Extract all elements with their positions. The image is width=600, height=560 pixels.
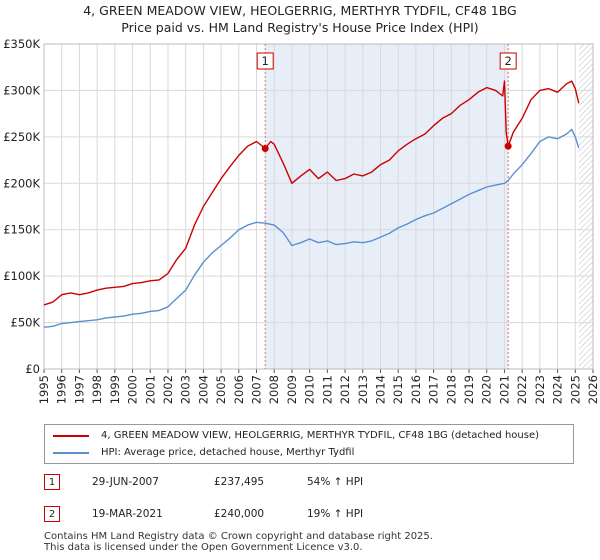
chart-subtitle: Price paid vs. HM Land Registry's House …: [121, 20, 478, 35]
annotation-label: 2: [505, 54, 512, 68]
x-tick-label: 2012: [338, 375, 352, 404]
legend-label-property: 4, GREEN MEADOW VIEW, HEOLGERRIG, MERTHY…: [101, 430, 540, 441]
annotation-label: 1: [262, 54, 269, 68]
footer-licence: This data is licensed under the Open Gov…: [44, 542, 363, 553]
sale-date: 19-MAR-2021: [92, 508, 163, 520]
legend: 4, GREEN MEADOW VIEW, HEOLGERRIG, MERTHY…: [44, 424, 574, 464]
y-tick-label: £200K: [3, 176, 40, 190]
footer-copyright: Contains HM Land Registry data © Crown c…: [44, 531, 433, 542]
x-tick-label: 2006: [232, 375, 246, 404]
legend-item-property: 4, GREEN MEADOW VIEW, HEOLGERRIG, MERTHY…: [53, 430, 539, 441]
sale-hpi-change: 19% ↑ HPI: [307, 508, 364, 520]
x-tick-label: 2023: [533, 375, 547, 404]
sale-badge: 1: [44, 474, 60, 490]
x-tick-label: 2011: [320, 375, 334, 404]
sale-price: £237,495: [214, 476, 265, 488]
legend-swatch-hpi: [53, 451, 89, 454]
x-tick-label: 2026: [586, 375, 600, 404]
y-tick-label: £150K: [3, 223, 40, 237]
x-tick-label: 2013: [356, 375, 370, 404]
x-tick-label: 2022: [515, 375, 529, 404]
x-tick-label: 2017: [427, 375, 441, 404]
annotation-box: [499, 52, 517, 70]
y-tick-label: £300K: [3, 83, 40, 97]
legend-label-hpi: HPI: Average price, detached house, Mert…: [101, 447, 355, 458]
chart-title: 4, GREEN MEADOW VIEW, HEOLGERRIG, MERTHY…: [83, 3, 517, 18]
footer: Contains HM Land Registry data © Crown c…: [44, 531, 433, 553]
legend-item-hpi: HPI: Average price, detached house, Mert…: [53, 447, 354, 458]
legend-swatch-property: [53, 434, 89, 437]
sale-point: [261, 144, 269, 152]
y-tick-label: £50K: [11, 316, 41, 330]
sale-badge: 2: [44, 506, 60, 522]
ownership-shading: [265, 44, 509, 369]
property-price-line: [43, 80, 580, 306]
x-tick-label: 2008: [267, 375, 281, 404]
x-tick-label: 1996: [55, 375, 69, 404]
x-tick-label: 2001: [143, 375, 157, 404]
x-tick-label: 1997: [72, 375, 86, 404]
annotation-box: [256, 52, 274, 70]
sale-price: £240,000: [214, 508, 265, 520]
sale-row: 1 29-JUN-2007 £237,495 54% ↑ HPI: [44, 474, 444, 494]
x-tick-label: 2018: [444, 375, 458, 404]
x-tick-label: 2019: [462, 375, 476, 404]
y-tick-label: £100K: [3, 269, 40, 283]
x-tick-label: 2020: [480, 375, 494, 404]
sale-hpi-change: 54% ↑ HPI: [307, 476, 364, 488]
x-tick-label: 2002: [161, 375, 175, 404]
future-hatch: [578, 44, 593, 369]
y-tick-label: £350K: [3, 37, 40, 51]
x-tick-label: 2004: [196, 375, 210, 404]
x-tick-label: 2005: [214, 375, 228, 404]
x-tick-label: 2000: [126, 375, 140, 404]
x-tick-label: 2014: [373, 375, 387, 404]
x-tick-label: 1999: [108, 375, 122, 404]
sale-date: 29-JUN-2007: [92, 476, 159, 488]
x-tick-label: 2007: [250, 375, 264, 404]
x-tick-label: 1998: [90, 375, 104, 404]
hpi-line: [43, 128, 580, 328]
x-tick-label: 2015: [391, 375, 405, 404]
x-tick-label: 2021: [497, 375, 511, 404]
x-tick-label: 2024: [551, 375, 565, 404]
price-chart: 4, GREEN MEADOW VIEW, HEOLGERRIG, MERTHY…: [3, 3, 600, 404]
x-tick-label: 2003: [179, 375, 193, 404]
x-tick-label: 2010: [303, 375, 317, 404]
sale-point: [504, 142, 512, 150]
x-tick-label: 1995: [37, 375, 51, 404]
x-tick-label: 2025: [568, 375, 582, 404]
y-tick-label: £0: [25, 362, 40, 376]
sale-row: 2 19-MAR-2021 £240,000 19% ↑ HPI: [44, 506, 444, 526]
y-tick-label: £250K: [3, 130, 40, 144]
plot-frame: [43, 43, 594, 370]
x-tick-label: 2009: [285, 375, 299, 404]
x-tick-label: 2016: [409, 375, 423, 404]
